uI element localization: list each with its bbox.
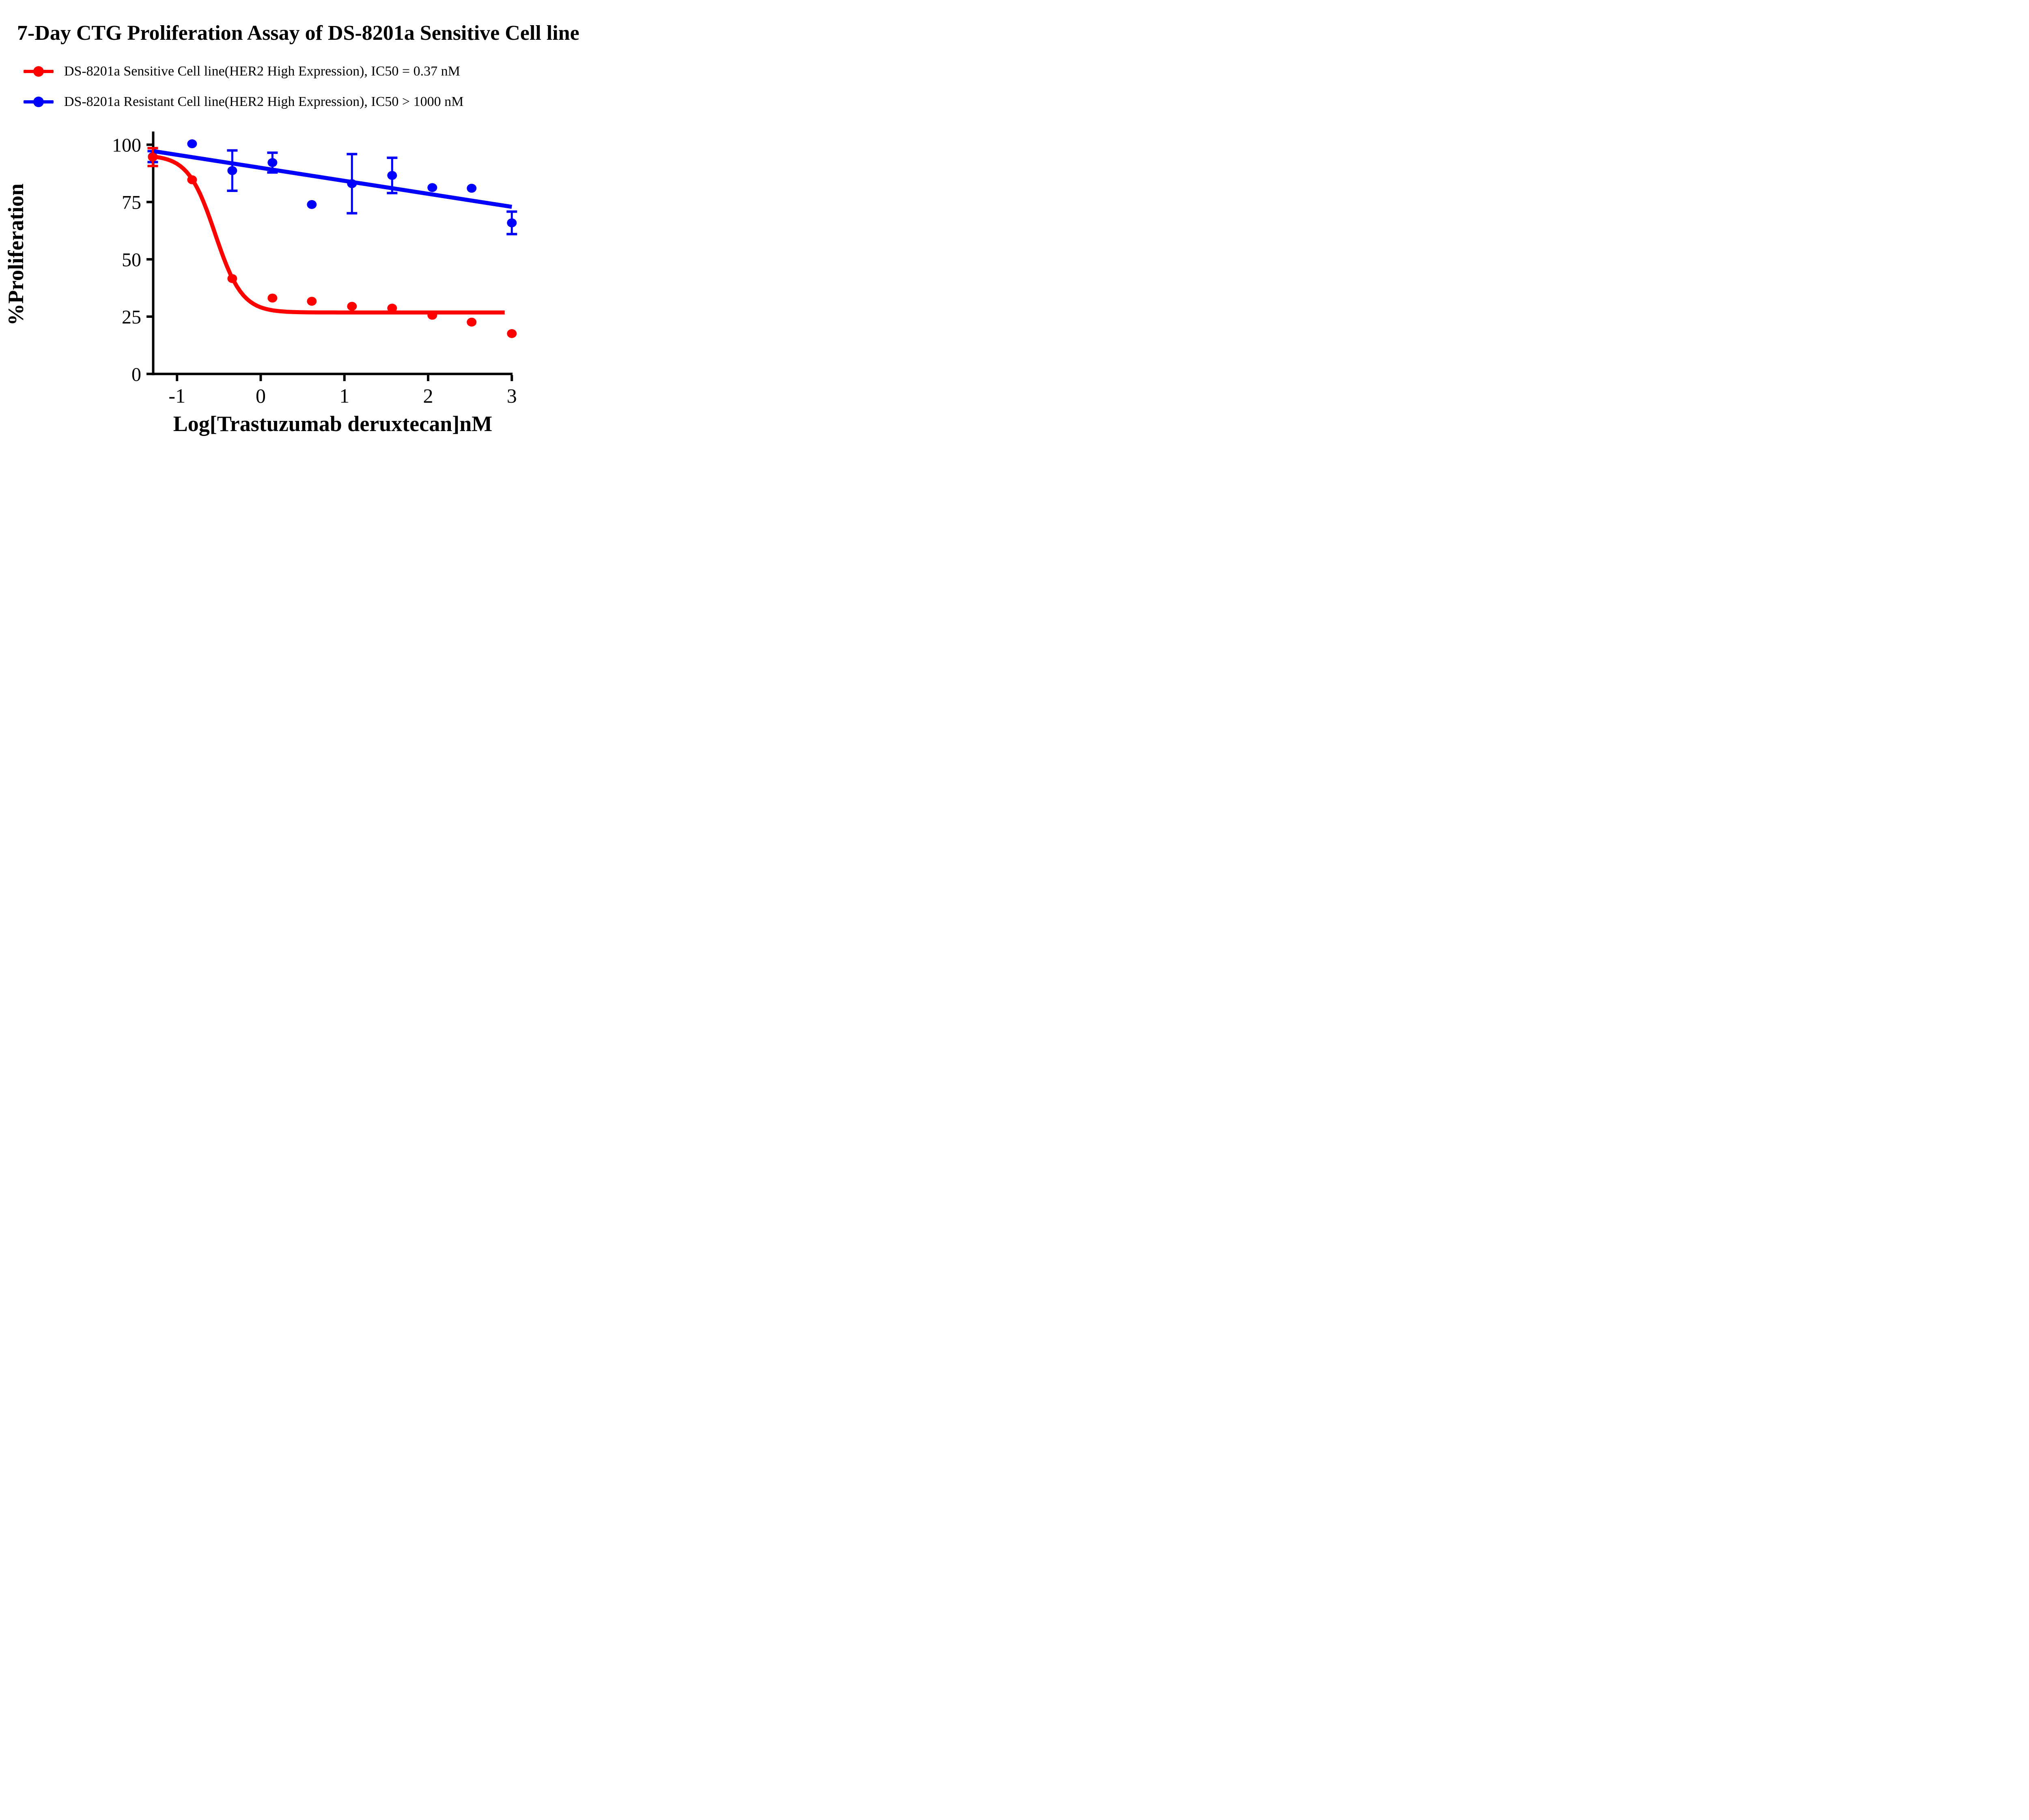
legend-marker-sensitive [24,66,54,77]
x-tick-label: 2 [423,384,433,407]
legend-label-resistant: DS-8201a Resistant Cell line(HER2 High E… [64,94,464,109]
data-point [187,139,197,149]
data-point [227,274,237,283]
legend-dot-red-circle-icon [33,66,44,77]
data-point [267,158,278,167]
data-point [427,183,437,192]
y-tick-label: 100 [112,135,141,156]
data-point [507,329,517,338]
x-tick-label: 3 [507,384,517,407]
y-tick-label: 0 [131,364,141,385]
data-point [387,304,397,313]
y-axis-label: %Proliferation [4,183,28,326]
data-point [187,175,197,184]
data-point [347,302,357,311]
data-point [227,166,237,175]
legend-marker-resistant [24,96,54,108]
legend-item-resistant: DS-8201a Resistant Cell line(HER2 High E… [24,91,463,112]
plot-area: 0 25 50 75 100 -1 0 1 2 3 [112,132,517,407]
x-tick-label: 1 [339,384,349,407]
data-point [347,179,357,188]
legend-label-sensitive: DS-8201a Sensitive Cell line(HER2 High E… [64,64,460,79]
y-tick-label: 75 [122,192,141,213]
x-tick-label: -1 [168,384,185,407]
data-point [467,183,477,193]
y-tick-label: 25 [122,306,141,328]
x-axis-label: Log[Trastuzumab deruxtecan]nM [173,412,492,436]
chart-title: 7-Day CTG Proliferation Assay of DS-8201… [17,22,579,45]
figure: 7-Day CTG Proliferation Assay of DS-8201… [0,0,669,455]
data-point [467,317,477,327]
fit-curve [153,154,505,315]
data-point [507,218,517,228]
data-point [267,293,278,303]
fit-line [153,149,513,209]
y-tick-label: 50 [122,249,141,271]
x-tick-label: 0 [256,384,266,407]
legend-item-sensitive: DS-8201a Sensitive Cell line(HER2 High E… [24,61,460,82]
legend-dot-blue-circle-icon [33,97,44,107]
data-point [427,311,437,320]
data-point [307,200,317,209]
data-point [148,152,158,162]
data-point [387,171,397,180]
data-point [307,297,317,306]
chart-canvas: 0 25 50 75 100 -1 0 1 2 3 Log[Trastuzumab deruxte… [4,132,517,436]
